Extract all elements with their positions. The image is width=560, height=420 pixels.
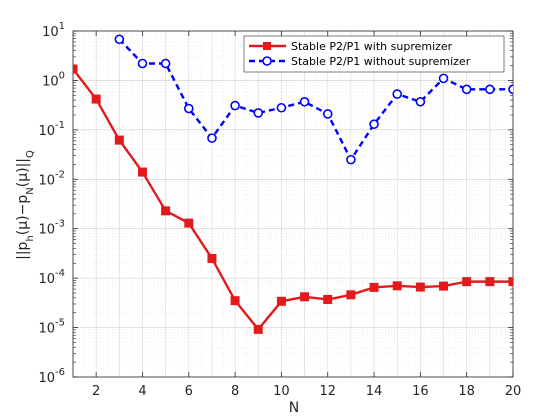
legend-box: [243, 35, 505, 73]
axes-box: [72, 30, 514, 378]
data-point: [160, 58, 171, 69]
data-point: [207, 253, 217, 263]
data-point: [161, 206, 171, 216]
data-point: [230, 100, 240, 111]
series-with-supremizer: [73, 64, 513, 334]
legend-marker-without-supremizer: [262, 56, 272, 66]
data-point: [346, 290, 356, 300]
series-layer: [73, 34, 513, 334]
x-tick-label: 14: [366, 384, 383, 399]
legend-marker-with-supremizer: [263, 42, 271, 50]
legend-label-with-supremizer: Stable P2/P1 with supremizer: [291, 40, 453, 53]
data-point: [184, 218, 194, 228]
y-tick-label: 10-4: [38, 268, 65, 287]
data-point: [485, 84, 495, 95]
x-tick-label: 16: [412, 384, 429, 399]
series-without-supremizer: [114, 34, 513, 165]
data-point: [91, 94, 101, 104]
data-point: [299, 96, 310, 107]
data-point: [137, 58, 148, 69]
data-point: [73, 64, 78, 74]
data-point: [183, 103, 194, 114]
x-tick-label: 4: [138, 384, 146, 399]
data-point: [392, 281, 402, 291]
data-point: [137, 167, 147, 177]
data-point: [438, 73, 449, 84]
data-point: [392, 89, 403, 99]
x-tick-label: 18: [458, 384, 475, 399]
x-tick-label: 12: [319, 384, 336, 399]
legend-label-without-supremizer: Stable P2/P1 without supremizer: [291, 55, 471, 68]
data-point: [114, 135, 124, 145]
y-tick-label: 10-5: [38, 318, 65, 337]
data-point: [369, 119, 379, 130]
data-point: [508, 277, 513, 287]
y-tick-label: 10-1: [38, 120, 65, 139]
y-tick-label: 101: [42, 21, 65, 40]
data-point: [369, 282, 379, 292]
data-point: [322, 109, 333, 119]
x-tick-label: 10: [273, 384, 290, 399]
x-tick-label: 8: [231, 384, 239, 399]
legend: Stable P2/P1 with supremizer Stable P2/P…: [243, 35, 505, 73]
data-point: [461, 84, 472, 95]
data-point: [207, 133, 217, 143]
data-point: [114, 34, 125, 45]
data-point: [439, 281, 449, 291]
x-tick-label: 6: [185, 384, 193, 399]
y-tick-label: 10-2: [38, 169, 65, 188]
axes-frame: [72, 30, 514, 378]
data-point: [462, 277, 472, 287]
data-point: [323, 294, 333, 304]
data-point: [230, 296, 240, 306]
y-tick-label: 10-6: [38, 367, 65, 386]
x-tick-label: 2: [92, 384, 100, 399]
data-point: [253, 324, 263, 334]
x-tick-label: 20: [505, 384, 522, 399]
data-point: [253, 108, 264, 118]
y-tick-labels: 10-6 10-5 10-4 10-3 10-2 10-1 100 101: [38, 21, 65, 386]
y-tick-label: 10-3: [38, 219, 65, 238]
data-point: [300, 292, 310, 302]
x-tick-labels: 2 4 6 8 10 12 14 16 18 20: [92, 384, 521, 399]
data-point: [485, 277, 495, 287]
data-point: [415, 282, 425, 292]
data-point: [415, 96, 426, 107]
data-point: [346, 154, 356, 165]
data-point: [276, 296, 286, 306]
data-point: [508, 84, 513, 95]
data-point: [276, 102, 287, 113]
y-axis-label: ||ph(μ)−pN(μ)||Q: [15, 150, 36, 260]
y-tick-label: 100: [42, 70, 65, 89]
x-axis-label: N: [289, 400, 299, 416]
